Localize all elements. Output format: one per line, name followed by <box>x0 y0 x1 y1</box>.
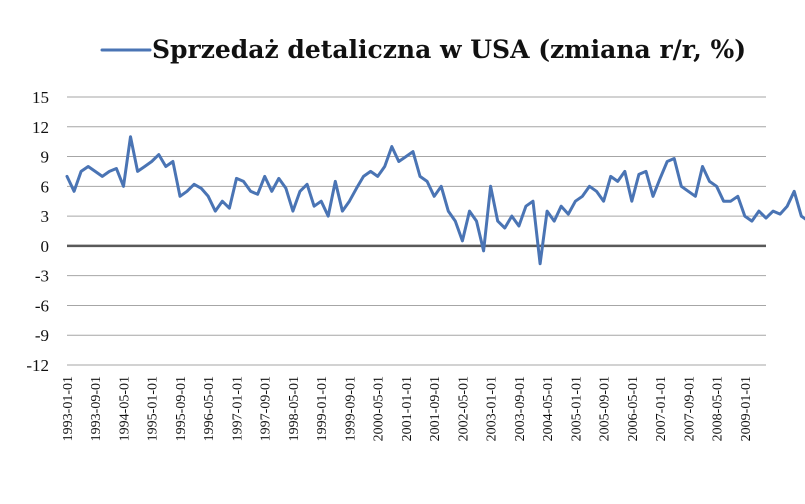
y-axis: 15 12 9 6 3 0 -3 -6 -9 -12 <box>26 88 49 375</box>
x-tick-label: 2004-05-01 <box>541 376 556 441</box>
x-tick-label: 1996-05-01 <box>202 376 217 441</box>
x-tick-label: 1994-05-01 <box>117 376 132 441</box>
y-tick-label: 15 <box>32 88 49 107</box>
x-tick-label: 1998-05-01 <box>287 376 302 441</box>
x-tick-label: 2007-01-01 <box>654 376 669 441</box>
x-tick-label: 1997-09-01 <box>259 376 274 441</box>
y-tick-label: -9 <box>35 326 49 345</box>
x-tick-label: 2003-09-01 <box>513 376 528 441</box>
x-tick-label: 1995-01-01 <box>146 376 161 441</box>
y-tick-label: 12 <box>32 118 49 137</box>
y-tick-label: 9 <box>41 148 50 167</box>
x-tick-label: 2009-01-01 <box>739 376 754 441</box>
x-tick-label: 2008-05-01 <box>711 376 726 441</box>
y-tick-label: -12 <box>26 356 49 375</box>
x-tick-label: 2003-01-01 <box>485 376 500 441</box>
y-tick-label: 6 <box>41 177 50 196</box>
x-tick-label: 1999-01-01 <box>315 376 330 441</box>
y-tick-label: -6 <box>35 296 49 315</box>
grid <box>67 96 766 366</box>
x-tick-label: 2000-05-01 <box>372 376 387 441</box>
legend-label: Sprzedaż detaliczna w USA (zmiana r/r, %… <box>152 35 746 64</box>
x-tick-label: 2001-01-01 <box>400 376 415 441</box>
x-tick-label: 1997-01-01 <box>230 376 245 441</box>
x-tick-label: 2002-05-01 <box>456 376 471 441</box>
x-tick-label: 2005-01-01 <box>569 376 584 441</box>
y-tick-label: -3 <box>35 267 49 286</box>
legend: Sprzedaż detaliczna w USA (zmiana r/r, %… <box>100 35 746 64</box>
y-tick-label: 3 <box>41 207 50 226</box>
x-tick-label: 2005-09-01 <box>598 376 613 441</box>
x-tick-label: 2006-05-01 <box>626 376 641 441</box>
series-line <box>65 135 805 266</box>
x-tick-label: 1995-09-01 <box>174 376 189 441</box>
x-tick-label: 1993-01-01 <box>61 376 76 441</box>
x-tick-label: 1993-09-01 <box>89 376 104 441</box>
x-tick-label: 2001-09-01 <box>428 376 443 441</box>
x-axis: 1993-01-01 1993-09-01 1994-05-01 1995-01-01… <box>61 376 754 441</box>
x-tick-label: 1999-09-01 <box>343 376 358 441</box>
y-tick-label: 0 <box>41 237 50 256</box>
x-tick-label: 2007-09-01 <box>682 376 697 441</box>
